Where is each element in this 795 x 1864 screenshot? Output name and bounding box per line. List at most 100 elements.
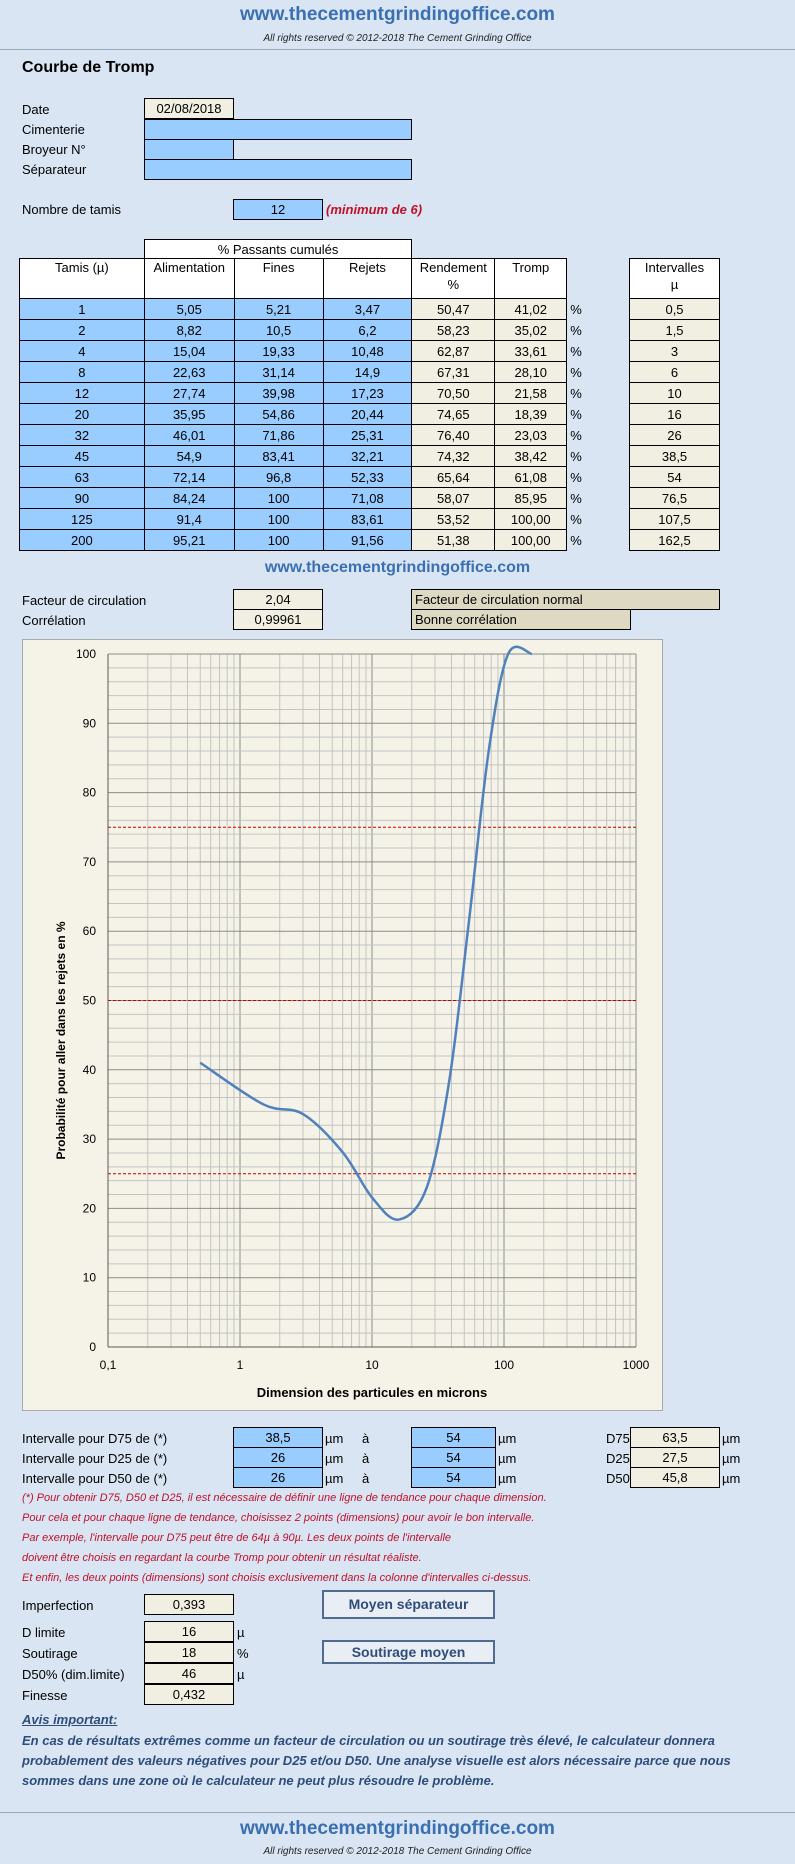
alimentation-cell[interactable]: 91,4 bbox=[143, 508, 235, 530]
alimentation-cell[interactable]: 95,21 bbox=[143, 529, 235, 551]
d50-from-field[interactable]: 26 bbox=[233, 1467, 323, 1488]
d25-from-field[interactable]: 26 bbox=[233, 1447, 323, 1468]
alimentation-cell[interactable]: 8,82 bbox=[143, 319, 235, 341]
table-row: 4 15,04 19,33 10,48 62,87 33,61% 3 bbox=[19, 340, 720, 362]
d75-value-unit: µm bbox=[722, 1431, 741, 1446]
date-label: Date bbox=[22, 102, 50, 117]
moyen-separateur-button[interactable]: Moyen séparateur bbox=[322, 1590, 495, 1619]
x-tick-label: 100 bbox=[494, 1358, 514, 1372]
rendement-cell: 67,31 bbox=[411, 361, 496, 383]
percent-cell: % bbox=[570, 301, 582, 317]
alimentation-cell[interactable]: 46,01 bbox=[143, 424, 235, 446]
tamis-cell[interactable]: 20 bbox=[19, 403, 145, 425]
interval-cell: 16 bbox=[629, 403, 720, 425]
site-banner-middle[interactable]: www.thecementgrindingoffice.com bbox=[264, 559, 531, 576]
tamis-cell[interactable]: 45 bbox=[19, 445, 145, 467]
tamis-cell[interactable]: 90 bbox=[19, 487, 145, 509]
rejets-cell[interactable]: 20,44 bbox=[322, 403, 413, 425]
cimenterie-field[interactable] bbox=[144, 119, 412, 140]
alimentation-cell[interactable]: 35,95 bbox=[143, 403, 235, 425]
tamis-cell[interactable]: 63 bbox=[19, 466, 145, 488]
rejets-cell[interactable]: 32,21 bbox=[322, 445, 413, 467]
col-intervalles-unit: µ bbox=[670, 277, 679, 292]
d50-to-field[interactable]: 54 bbox=[411, 1467, 496, 1488]
rejets-cell[interactable]: 25,31 bbox=[322, 424, 413, 446]
tamis-cell[interactable]: 2 bbox=[19, 319, 145, 341]
correlation-label: Corrélation bbox=[22, 613, 86, 628]
site-title[interactable]: www.thecementgrindingoffice.com bbox=[240, 4, 555, 25]
alimentation-cell[interactable]: 72,14 bbox=[143, 466, 235, 488]
rejets-cell[interactable]: 91,56 bbox=[322, 529, 413, 551]
tamis-cell[interactable]: 12 bbox=[19, 382, 145, 404]
fines-cell[interactable]: 96,8 bbox=[233, 466, 324, 488]
alimentation-cell[interactable]: 5,05 bbox=[143, 298, 235, 320]
d75-value: 63,5 bbox=[630, 1427, 720, 1448]
alimentation-cell[interactable]: 27,74 bbox=[143, 382, 235, 404]
tamis-cell[interactable]: 4 bbox=[19, 340, 145, 362]
d50dim-label: D50% (dim.limite) bbox=[22, 1667, 125, 1682]
rendement-cell: 53,52 bbox=[411, 508, 496, 530]
rendement-cell: 50,47 bbox=[411, 298, 496, 320]
tromp-cell: 35,02 bbox=[494, 319, 568, 341]
rejets-cell[interactable]: 71,08 bbox=[322, 487, 413, 509]
rejets-cell[interactable]: 14,9 bbox=[322, 361, 413, 383]
broyeur-field[interactable] bbox=[144, 139, 234, 160]
alimentation-cell[interactable]: 54,9 bbox=[143, 445, 235, 467]
fines-cell[interactable]: 100 bbox=[233, 487, 324, 509]
y-tick-label: 50 bbox=[83, 994, 97, 1008]
rejets-cell[interactable]: 10,48 bbox=[322, 340, 413, 362]
col-rendement-label: Rendement bbox=[419, 260, 487, 275]
rejets-cell[interactable]: 17,23 bbox=[322, 382, 413, 404]
dlimite-unit: µ bbox=[237, 1625, 245, 1640]
d75-from-unit: µm bbox=[325, 1431, 344, 1446]
rejets-cell[interactable]: 83,61 bbox=[322, 508, 413, 530]
alimentation-cell[interactable]: 15,04 bbox=[143, 340, 235, 362]
rendement-cell: 58,23 bbox=[411, 319, 496, 341]
fines-cell[interactable]: 5,21 bbox=[233, 298, 324, 320]
tamis-cell[interactable]: 8 bbox=[19, 361, 145, 383]
d75-to-field[interactable]: 54 bbox=[411, 1427, 496, 1448]
header-divider bbox=[0, 49, 795, 50]
separateur-field[interactable] bbox=[144, 159, 412, 180]
note-line: Pour cela et pour chaque ligne de tendan… bbox=[22, 1512, 535, 1524]
fines-cell[interactable]: 100 bbox=[233, 529, 324, 551]
tamis-cell[interactable]: 200 bbox=[19, 529, 145, 551]
rejets-cell[interactable]: 3,47 bbox=[322, 298, 413, 320]
fines-cell[interactable]: 31,14 bbox=[233, 361, 324, 383]
separateur-label: Séparateur bbox=[22, 162, 87, 177]
alimentation-cell[interactable]: 22,63 bbox=[143, 361, 235, 383]
fines-cell[interactable]: 71,86 bbox=[233, 424, 324, 446]
tamis-cell[interactable]: 1 bbox=[19, 298, 145, 320]
note-line: (*) Pour obtenir D75, D50 et D25, il est… bbox=[22, 1492, 547, 1504]
col-rendement: Rendement% bbox=[411, 258, 496, 299]
fines-cell[interactable]: 19,33 bbox=[233, 340, 324, 362]
soutirage-label: Soutirage bbox=[22, 1646, 78, 1661]
fines-cell[interactable]: 100 bbox=[233, 508, 324, 530]
tamis-cell[interactable]: 32 bbox=[19, 424, 145, 446]
tamis-count-field[interactable]: 12 bbox=[233, 199, 323, 220]
footer-site-title[interactable]: www.thecementgrindingoffice.com bbox=[240, 1818, 555, 1839]
rejets-cell[interactable]: 52,33 bbox=[322, 466, 413, 488]
d50-interval-label: Intervalle pour D50 de (*) bbox=[22, 1471, 168, 1486]
alimentation-cell[interactable]: 84,24 bbox=[143, 487, 235, 509]
cimenterie-label: Cimenterie bbox=[22, 122, 85, 137]
soutirage-moyen-button[interactable]: Soutirage moyen bbox=[322, 1640, 495, 1664]
interval-cell: 1,5 bbox=[629, 319, 720, 341]
rendement-cell: 76,40 bbox=[411, 424, 496, 446]
d25-to-field[interactable]: 54 bbox=[411, 1447, 496, 1468]
interval-cell: 26 bbox=[629, 424, 720, 446]
d25-value: 27,5 bbox=[630, 1447, 720, 1468]
imperfection-label: Imperfection bbox=[22, 1598, 94, 1613]
d75-from-field[interactable]: 38,5 bbox=[233, 1427, 323, 1448]
table-row: 12 27,74 39,98 17,23 70,50 21,58% 10 bbox=[19, 382, 720, 404]
fines-cell[interactable]: 83,41 bbox=[233, 445, 324, 467]
fines-cell[interactable]: 39,98 bbox=[233, 382, 324, 404]
fines-cell[interactable]: 54,86 bbox=[233, 403, 324, 425]
fines-cell[interactable]: 10,5 bbox=[233, 319, 324, 341]
table-row: 32 46,01 71,86 25,31 76,40 23,03% 26 bbox=[19, 424, 720, 446]
tamis-cell[interactable]: 125 bbox=[19, 508, 145, 530]
date-field[interactable]: 02/08/2018 bbox=[144, 98, 234, 119]
rejets-cell[interactable]: 6,2 bbox=[322, 319, 413, 341]
dlimite-label: D limite bbox=[22, 1625, 66, 1640]
col-intervalles-label: Intervalles bbox=[644, 260, 705, 275]
